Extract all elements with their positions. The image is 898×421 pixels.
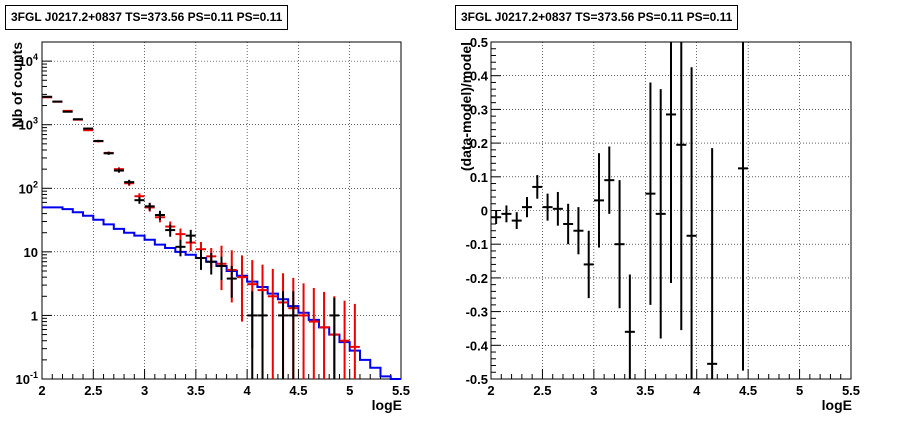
y-tick-label: 0.5 (470, 35, 488, 50)
y-tick-label: -0.3 (466, 305, 488, 320)
chart-title: 3FGL J0217.2+0837 TS=373.56 PS=0.11 PS=0… (455, 5, 739, 30)
residual-point (542, 193, 553, 221)
y-tick-label: -0.4 (466, 338, 489, 353)
residual-point (511, 212, 522, 230)
residual-point (594, 153, 604, 248)
residual-point (614, 180, 625, 309)
black-data-point (247, 291, 258, 379)
residual-point (738, 42, 748, 371)
plot-area: 2 2.5 3 3.5 4 4.5 5 5.5 -0.5 -0.4 -0.3 -0.2 -0.1 0 0.1… (466, 35, 860, 398)
black-data-point (288, 291, 299, 379)
y-tick-label: 1 (31, 308, 38, 323)
red-data-point (339, 300, 350, 379)
x-tick-label: 5 (796, 383, 803, 398)
chart-title: 3FGL J0217.2+0837 TS=373.56 PS=0.11 PS=0… (5, 5, 289, 30)
left-chart-panel: 3FGL J0217.2+0837 TS=373.56 PS=0.11 PS=0… (5, 5, 410, 413)
red-data-point (175, 228, 186, 242)
black-data-point (154, 210, 165, 220)
black-data-point (144, 202, 155, 211)
black-data-point (175, 239, 186, 257)
x-tick-label: 4.5 (739, 383, 757, 398)
x-tick-label: 2.5 (84, 383, 102, 398)
black-data-point (42, 95, 53, 98)
black-data-point (195, 249, 206, 270)
black-data-point (226, 265, 237, 298)
x-tick-label: 2 (38, 383, 45, 398)
y-tick-label: 0.1 (470, 170, 488, 185)
plot-frame (41, 41, 402, 380)
residual-point (522, 197, 532, 218)
y-tick-label: 0.3 (470, 102, 488, 117)
x-tick-label: 4.5 (289, 383, 307, 398)
residual-point (573, 207, 584, 255)
y-tick-label: -0.1 (466, 237, 488, 252)
black-data-point (185, 229, 196, 243)
black-data-point (124, 179, 135, 185)
residual-point (676, 42, 687, 331)
black-data-point (93, 139, 104, 143)
red-data-point (298, 283, 309, 379)
residual-point (583, 230, 594, 299)
y-tick-label: 102 (19, 179, 38, 196)
black-data-point (278, 291, 289, 379)
black-data-point (329, 297, 340, 379)
black-data-point (134, 196, 145, 204)
residual-point (624, 274, 635, 379)
y-tick-label: 0 (481, 204, 488, 219)
black-data-point (83, 127, 94, 130)
black-data-point (165, 224, 176, 237)
residual-point (491, 210, 502, 224)
y-tick-label: 0.2 (470, 136, 488, 151)
x-tick-label: 3.5 (187, 383, 205, 398)
x-tick-label: 3.5 (636, 383, 654, 398)
y-axis-label: (data-model)/model (458, 42, 474, 171)
red-data-point (267, 268, 278, 379)
y-tick-label: 10 (24, 245, 38, 260)
black-data-point (206, 252, 217, 275)
black-data-point (72, 118, 83, 121)
y-tick-label: 10-1 (16, 370, 38, 387)
residual-point (666, 42, 676, 283)
black-data-point (113, 168, 124, 173)
residual-point (604, 146, 615, 214)
residual-point (707, 148, 718, 379)
x-axis-label: logE (372, 397, 402, 413)
x-tick-label: 5.5 (842, 383, 860, 398)
black-data-point (62, 110, 73, 113)
x-tick-label: 2.5 (533, 383, 551, 398)
x-tick-label: 4 (244, 383, 252, 398)
black-data-point (52, 100, 63, 103)
residuals-plot: 2 2.5 3 3.5 4 4.5 5 5.5 -0.5 -0.4 -0.3 -0.2 -0.1 0 0.1… (458, 35, 860, 413)
x-axis-label: logE (822, 397, 852, 413)
x-tick-label: 4 (693, 383, 701, 398)
x-tick-label: 2 (487, 383, 494, 398)
red-data-point (308, 288, 319, 379)
red-data-point (319, 291, 330, 379)
residual-point (686, 67, 697, 379)
red-data-point (83, 129, 94, 132)
black-data-point (216, 256, 227, 281)
x-tick-label: 5.5 (392, 383, 410, 398)
x-tick-label: 3 (590, 383, 597, 398)
black-data-point (257, 291, 268, 379)
residual-point (501, 205, 512, 223)
residual-point (552, 191, 563, 226)
red-data-point (349, 303, 360, 379)
model-step-line (42, 206, 401, 380)
x-tick-label: 5 (346, 383, 353, 398)
x-tick-label: 3 (141, 383, 148, 398)
residual-point (563, 203, 574, 245)
residual-point (655, 89, 666, 339)
black-data-point (103, 151, 114, 155)
red-data-point (237, 255, 248, 322)
residual-point (645, 82, 656, 305)
right-chart-panel: 3FGL J0217.2+0837 TS=373.56 PS=0.11 PS=0… (449, 0, 898, 421)
y-tick-label: -0.2 (466, 271, 488, 286)
y-tick-label: 0.4 (470, 69, 489, 84)
residual-point (532, 175, 543, 199)
y-axis-label: Nb of counts (9, 42, 25, 128)
y-tick-label: -0.5 (466, 372, 488, 387)
